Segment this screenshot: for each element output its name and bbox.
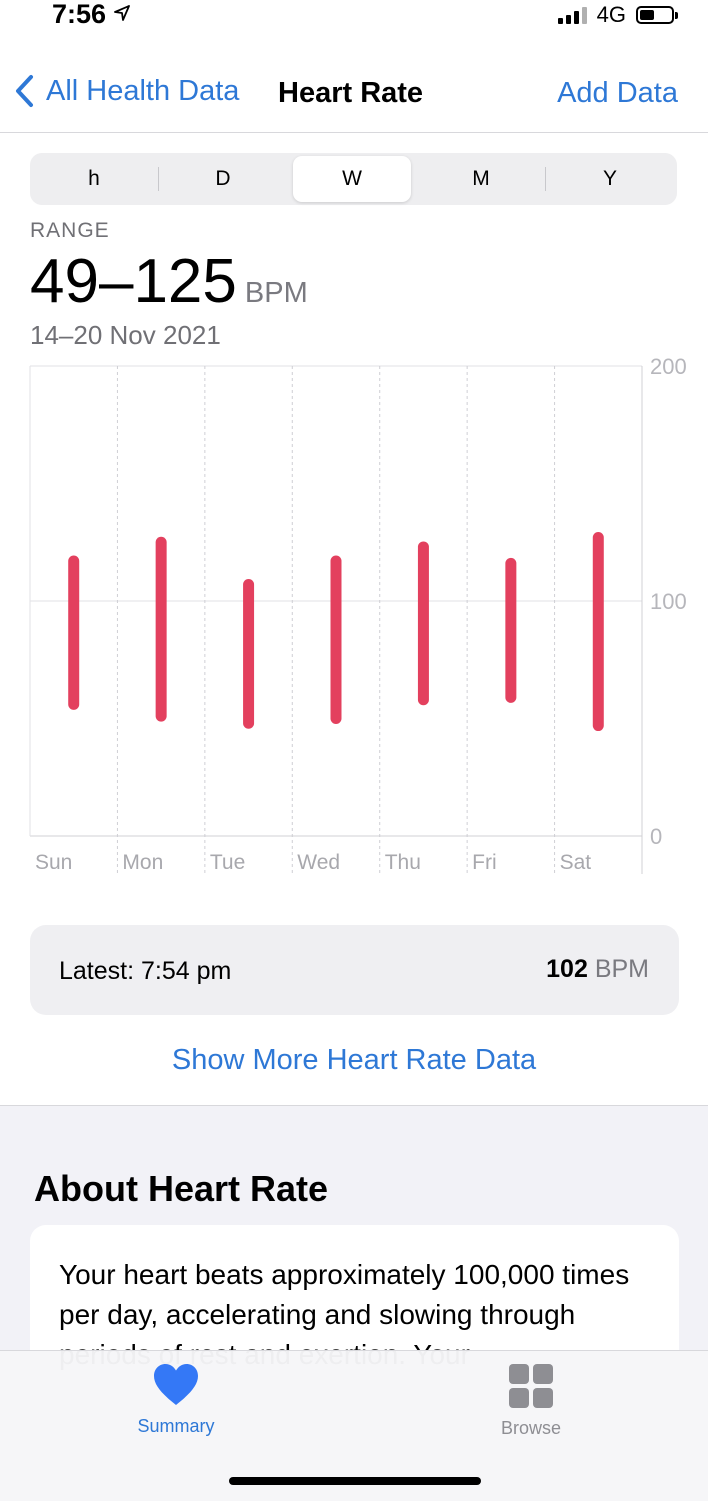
x-tick-label-tue: Tue	[210, 851, 245, 874]
date-range: 14–20 Nov 2021	[30, 320, 221, 350]
latest-reading-card[interactable]: Latest: 7:54 pm 102 BPM	[30, 925, 679, 1015]
about-title: About Heart Rate	[34, 1168, 329, 1209]
status-indicators: 4G	[557, 2, 678, 28]
segment-D[interactable]: D	[215, 167, 231, 190]
latest-value: 102 BPM	[546, 955, 649, 984]
add-data-button[interactable]: Add Data	[557, 77, 678, 109]
tab-summary[interactable]: Summary	[76, 1363, 276, 1437]
show-more-heart-rate-data-link[interactable]: Show More Heart Rate Data	[171, 1044, 537, 1076]
back-button-label: All Health Data	[46, 74, 240, 107]
home-indicator	[229, 1477, 481, 1485]
tab-bar: Summary Browse	[0, 1350, 708, 1501]
x-tick-label-mon: Mon	[122, 851, 163, 874]
back-button[interactable]: All Health Data	[14, 74, 239, 108]
range-number: 49–125	[30, 247, 237, 316]
chevron-left-icon	[16, 75, 33, 107]
range-value: 49–125 BPM	[30, 246, 308, 329]
grid-icon	[509, 1364, 553, 1408]
latest-label: Latest: 7:54 pm	[59, 957, 232, 985]
location-arrow-icon	[113, 5, 130, 21]
status-time: 7:56	[52, 0, 130, 28]
segment-separator	[545, 167, 546, 191]
segment-M[interactable]: M	[472, 167, 490, 190]
segment-Y[interactable]: Y	[602, 167, 617, 190]
heart-icon	[154, 1364, 198, 1405]
navigation-bar: All Health Data Heart Rate Add Data	[0, 62, 708, 133]
battery-icon	[636, 6, 678, 24]
range-label: RANGE	[30, 219, 110, 242]
tab-summary-label: Summary	[137, 1416, 215, 1436]
x-tick-label-fri: Fri	[472, 851, 497, 874]
segment-h[interactable]: h	[88, 167, 100, 190]
x-tick-label-wed: Wed	[297, 851, 340, 874]
status-time-text: 7:56	[52, 0, 107, 29]
segment-separator	[158, 167, 159, 191]
segment-W[interactable]: W	[293, 156, 411, 202]
network-type: 4G	[596, 2, 626, 27]
signal-icon	[557, 6, 587, 24]
tab-browse[interactable]: Browse	[431, 1363, 631, 1439]
latest-number: 102	[546, 955, 588, 983]
x-tick-label-sat: Sat	[560, 851, 592, 874]
heart-rate-chart[interactable]: 0 100 200 Sun Mon Tue Wed Thu Fri Sat	[0, 355, 708, 875]
x-tick-label-sun: Sun	[35, 851, 72, 874]
page-title: Heart Rate	[278, 77, 424, 109]
y-tick-label: 100	[650, 589, 687, 614]
tab-browse-label: Browse	[500, 1418, 562, 1438]
latest-unit: BPM	[594, 955, 649, 983]
y-tick-label: 0	[650, 824, 662, 849]
range-unit: BPM	[244, 277, 308, 309]
y-tick-label: 200	[650, 355, 687, 379]
x-tick-label-thu: Thu	[385, 851, 421, 874]
